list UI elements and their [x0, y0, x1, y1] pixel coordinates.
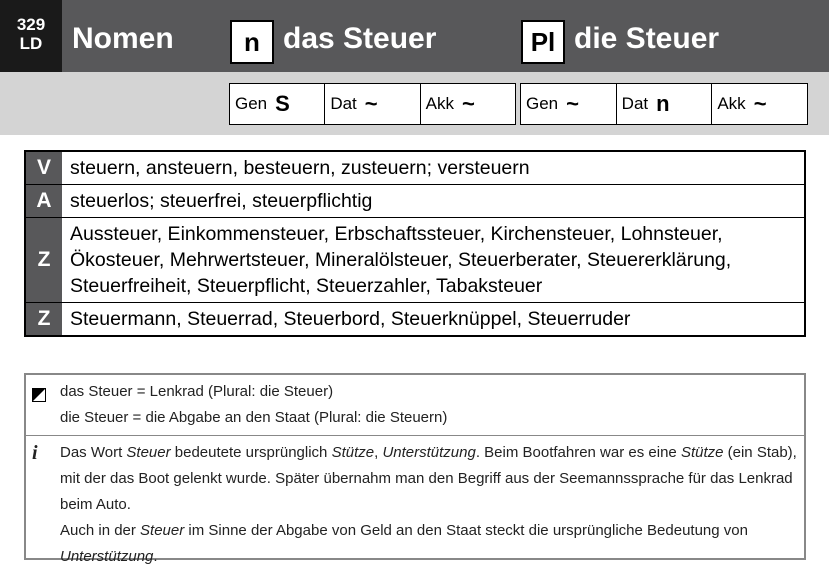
singular-cases: Gen S Dat ~ Akk ~	[229, 83, 516, 125]
note-paragraph: die Steuer = die Abgabe an den Staat (Pl…	[60, 405, 447, 431]
row-label: Z	[26, 218, 62, 302]
singular-marker: n	[230, 20, 274, 64]
case-cell: Gen S	[230, 84, 324, 124]
table-row: Z Steuermann, Steuerrad, Steuerbord, Steu…	[26, 302, 804, 335]
note-text: Steuer	[126, 444, 171, 461]
notes-box: das Steuer = Lenkrad (Plural: die Steuer…	[24, 373, 806, 565]
note-text: das Steuer = Lenkrad (Plural: die Steuer…	[60, 383, 334, 400]
homonym-icon	[32, 388, 46, 402]
note-text: Unterstützung	[60, 548, 154, 565]
plural-cases: Gen ~ Dat n Akk ~	[520, 83, 808, 125]
row-text: steuerlos; steuerfrei, steuerpflichtig	[70, 190, 373, 212]
row-text: Aussteuer, Einkommensteuer, Erbschaftsst…	[70, 223, 732, 297]
case-cell: Akk ~	[419, 84, 515, 124]
info-icon: i	[32, 442, 38, 464]
case-cell: Dat ~	[324, 84, 419, 124]
case-name: Dat	[621, 94, 649, 113]
case-cell: Akk ~	[711, 84, 807, 124]
case-ending: ~	[462, 91, 475, 116]
row-text: Steuermann, Steuerrad, Steuerbord, Steue…	[70, 308, 631, 330]
note-body: das Steuer = Lenkrad (Plural: die Steuer…	[60, 379, 447, 431]
page-number: 329	[16, 15, 46, 34]
table-row: Z Aussteuer, Einkommensteuer, Erbschaftss…	[26, 217, 804, 302]
singular-form: das Steuer	[283, 22, 437, 55]
note: i Das Wort Steuer bedeutete ursprünglich …	[26, 435, 804, 574]
note-icon	[32, 379, 60, 431]
row-label: A	[26, 185, 62, 217]
case-ending: ~	[566, 91, 579, 116]
note-text: Auch in der	[60, 522, 141, 539]
case-name: Gen	[526, 94, 559, 113]
page-code: LD	[19, 34, 43, 53]
note-text: die Steuer = die Abgabe an den Staat (Pl…	[60, 409, 448, 426]
note-text: Stütze	[331, 444, 375, 461]
case-name: Dat	[330, 94, 357, 113]
case-ending: ~	[364, 91, 378, 116]
row-text: steuern, ansteuern, besteuern, zusteuern…	[70, 157, 530, 179]
note-paragraph: Auch in der Steuer im Sinne der Abgabe v…	[60, 518, 798, 570]
note-text: im Sinne der Abgabe von Geld an den Staa…	[184, 522, 748, 539]
case-name: Akk	[425, 94, 454, 113]
note: das Steuer = Lenkrad (Plural: die Steuer…	[26, 375, 804, 435]
note-paragraph: Das Wort Steuer bedeutete ursprünglich S…	[60, 440, 798, 518]
case-ending: S	[275, 91, 290, 116]
plural-form: die Steuer	[574, 22, 720, 55]
case-name: Akk	[717, 94, 746, 113]
note-text: .	[153, 548, 158, 565]
note-text: Stütze	[680, 444, 724, 461]
row-label: Z	[26, 303, 62, 335]
note-text: Steuer	[140, 522, 185, 539]
case-cell: Gen ~	[521, 84, 616, 124]
case-cell: Dat n	[615, 84, 712, 124]
case-name: Gen	[235, 94, 268, 113]
note-paragraph: das Steuer = Lenkrad (Plural: die Steuer…	[60, 379, 447, 405]
page-badge: 329 LD	[0, 0, 62, 72]
note-text: Das Wort	[60, 444, 127, 461]
plural-marker: Pl	[521, 20, 565, 64]
note-text: . Beim Bootfahren war es eine	[475, 444, 681, 461]
note-text: ,	[374, 444, 383, 461]
note-text: bedeutete ursprünglich	[170, 444, 332, 461]
note-text: (ein Stab), mit der das Boot gelenkt wur…	[60, 444, 797, 513]
case-ending: ~	[753, 91, 767, 116]
header-bar	[0, 0, 829, 72]
note-text: Unterstützung	[382, 444, 476, 461]
case-ending: n	[656, 91, 670, 116]
row-label: V	[26, 152, 62, 184]
word-class: Nomen	[72, 22, 174, 55]
note-icon: i	[32, 440, 60, 570]
note-body: Das Wort Steuer bedeutete ursprünglich S…	[60, 440, 798, 570]
